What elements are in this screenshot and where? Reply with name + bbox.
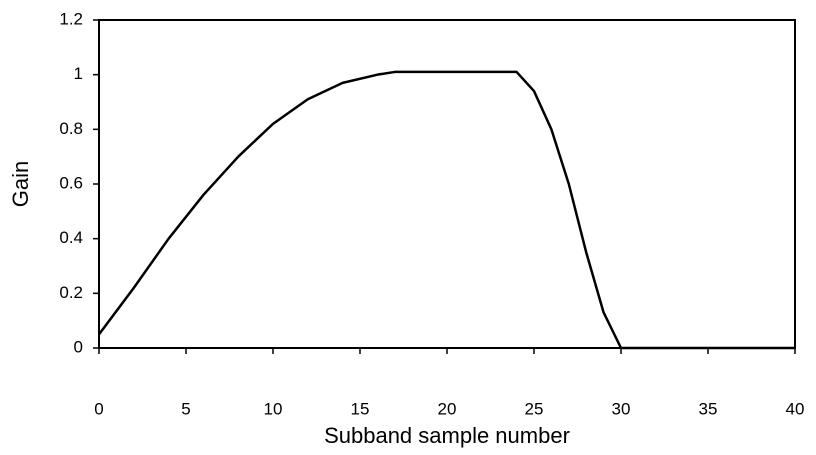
y-tick-label: 1.2 <box>59 9 83 28</box>
x-tick-label: 30 <box>612 399 631 418</box>
plot-frame <box>98 19 796 349</box>
x-tick-label: 35 <box>699 399 718 418</box>
y-tick-label: 0.8 <box>59 119 83 138</box>
y-axis-label: Gain <box>8 161 33 207</box>
x-axis-label: Subband sample number <box>324 423 570 448</box>
x-tick-label: 15 <box>351 399 370 418</box>
y-tick-label: 0.4 <box>59 228 83 247</box>
x-tick-label: 20 <box>438 399 457 418</box>
y-tick-label: 0.2 <box>59 283 83 302</box>
x-tick-label: 0 <box>94 399 103 418</box>
line <box>97 70 795 350</box>
y-tick-label: 0.6 <box>59 173 83 192</box>
x-tick-label: 25 <box>525 399 544 418</box>
x-tick-label: 10 <box>264 399 283 418</box>
x-tick-label: 40 <box>786 399 805 418</box>
x-tick-label: 5 <box>181 399 190 418</box>
y-tick-label: 1 <box>74 64 83 83</box>
y-tick-label: 0 <box>74 337 83 356</box>
